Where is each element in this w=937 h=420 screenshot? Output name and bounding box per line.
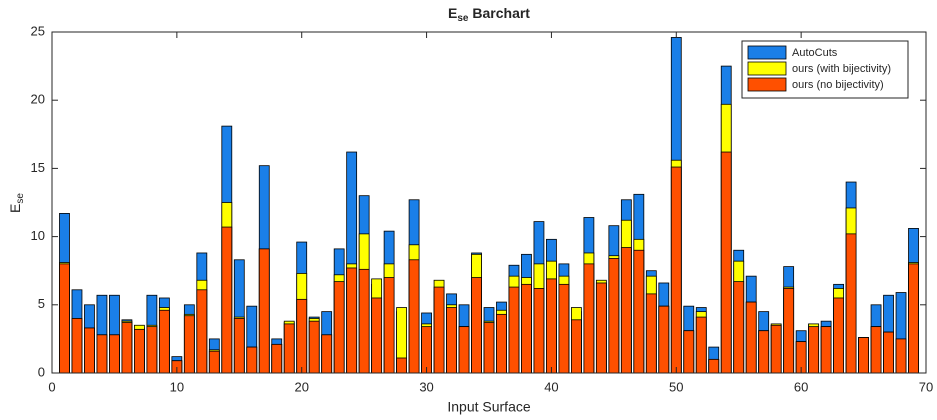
legend-swatch [747,61,787,76]
bar [870,326,882,374]
legend-swatch [747,45,787,60]
legend-swatch [747,77,787,92]
bar [708,358,720,374]
bar [521,283,532,374]
bar [683,330,695,374]
bar [183,315,195,374]
bar [221,226,233,374]
bar [695,316,707,374]
bar [745,301,757,374]
ylabel-main: E [7,204,23,213]
bar [383,277,395,374]
axes-box [51,31,927,374]
bar [71,318,83,374]
bar [109,334,120,374]
bar [396,357,407,374]
bar [433,286,445,374]
bar [146,326,158,374]
bar [283,323,295,374]
bar [670,166,682,374]
bar [333,281,345,374]
x-tick-label: 30 [419,379,433,394]
bar [421,326,432,374]
bar [720,151,732,374]
bar [883,331,894,374]
title-rest: Barchart [469,5,531,21]
bar [908,263,919,374]
bar [571,319,582,374]
bar [84,327,95,374]
bar [321,334,333,374]
bar [371,297,383,374]
chart-title: Ese Barchart [448,5,530,24]
bar [296,298,308,374]
x-tick-label: 10 [170,379,184,394]
bar [633,249,645,374]
legend-label: AutoCuts [792,47,838,59]
y-axis-label: Ese [7,193,26,213]
y-tick-label: 25 [31,23,45,38]
bar [496,313,507,374]
bar [845,233,857,374]
x-tick-label: 40 [544,379,558,394]
bar [820,326,832,374]
bar [508,286,520,374]
bar [121,322,133,374]
bar [346,267,358,374]
title-main: E [448,5,457,21]
bar [558,283,570,374]
bar [895,338,907,374]
bar [858,337,869,374]
bar [658,305,670,374]
title-sub: se [457,13,469,24]
ylabel-sub: se [15,193,26,204]
x-tick-label: 50 [669,379,683,394]
bar [308,320,320,374]
bar [408,259,420,374]
bar [358,268,370,374]
y-tick-label: 10 [31,228,45,243]
bar [733,281,745,374]
bar [458,326,470,374]
bar [471,277,482,374]
bar [446,307,457,374]
bar [645,293,657,374]
bar [158,309,170,374]
bar [595,282,607,374]
bar [758,330,770,374]
bar [59,263,70,374]
bar [134,328,145,374]
bar [783,288,795,374]
x-tick-label: 20 [294,379,308,394]
bar [196,289,208,374]
legend-label: ours (with bijectivity) [792,63,891,75]
bar [208,350,220,374]
bar [546,278,557,374]
bar [271,343,283,374]
bar [620,247,632,374]
x-axis-label: Input Surface [447,399,530,415]
bar [583,263,595,374]
bar [770,324,782,374]
bar [233,318,245,374]
bar [246,346,258,374]
x-tick-label: 70 [919,379,933,394]
bar [833,297,844,374]
y-tick-label: 20 [31,92,45,107]
x-tick-label: 0 [48,379,55,394]
legend-label: ours (no bijectivity) [792,79,884,91]
x-tick-label: 60 [794,379,808,394]
bar [808,326,820,374]
bar [258,248,270,374]
bar [483,322,495,374]
bar [96,334,108,374]
bar [533,288,545,374]
y-tick-label: 0 [38,364,45,379]
y-tick-label: 5 [38,296,45,311]
y-tick-label: 15 [31,160,45,175]
bar [608,258,620,374]
